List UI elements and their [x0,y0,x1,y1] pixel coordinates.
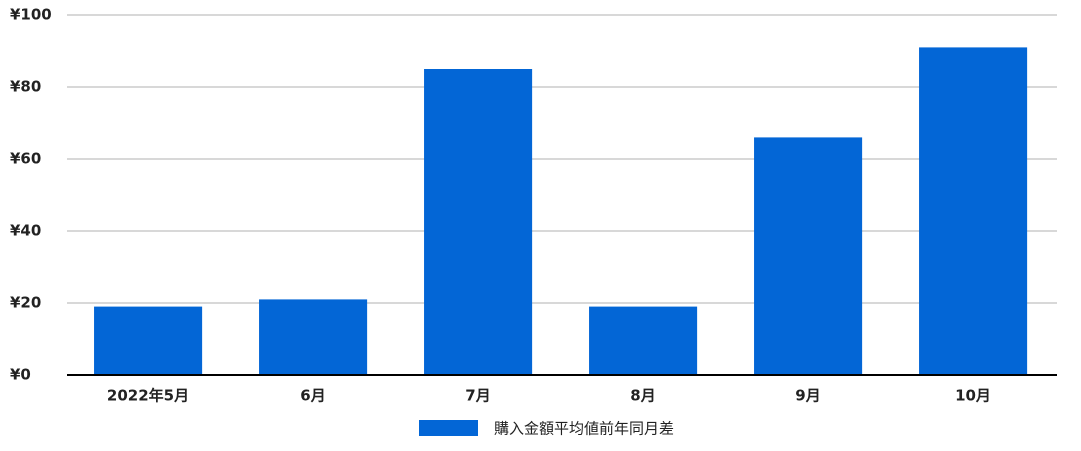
y-tick-label: ¥0 [10,366,31,384]
x-tick-label: 8月 [630,387,655,405]
bar [589,306,698,375]
x-tick-label: 7月 [465,387,490,405]
bar [919,47,1028,376]
y-tick-label: ¥60 [10,150,41,168]
x-tick-label: 9月 [795,387,820,405]
y-tick-label: ¥20 [10,294,41,312]
bar [259,299,368,375]
y-tick-label: ¥100 [10,6,52,24]
legend-label: 購入金額平均値前年同月差 [494,420,674,438]
y-tick-label: ¥80 [10,78,41,96]
legend-swatch [419,420,478,436]
bar [754,137,863,375]
y-tick-label: ¥40 [10,222,41,240]
bar [94,306,203,375]
bar [424,69,533,375]
x-tick-label: 6月 [300,387,325,405]
x-tick-label: 10月 [955,387,991,405]
x-tick-label: 2022年5月 [107,387,189,405]
